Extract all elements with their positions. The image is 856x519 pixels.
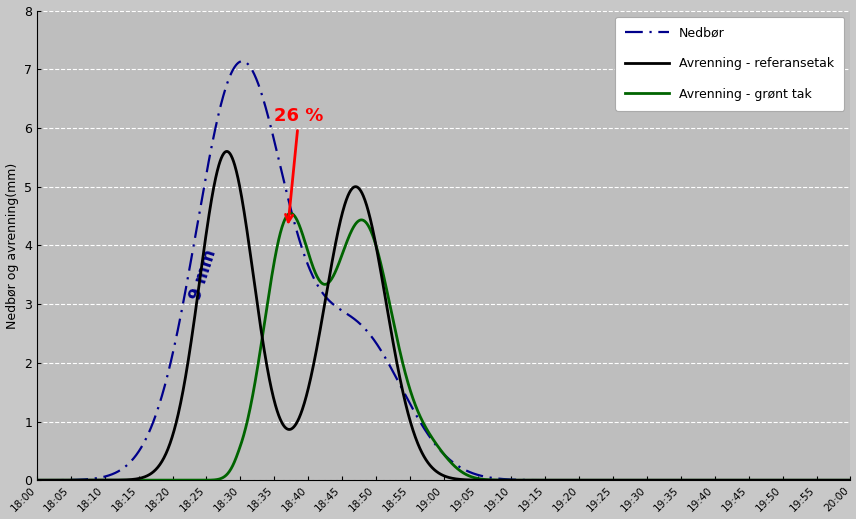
Text: 26 %: 26 % (274, 107, 324, 222)
Y-axis label: Nedbør og avrenning(mm): Nedbør og avrenning(mm) (5, 162, 19, 329)
Legend: Nedbør, Avrenning - referansetak, Avrenning - grønt tak: Nedbør, Avrenning - referansetak, Avrenn… (615, 17, 844, 111)
Text: 9 mm: 9 mm (187, 247, 220, 302)
